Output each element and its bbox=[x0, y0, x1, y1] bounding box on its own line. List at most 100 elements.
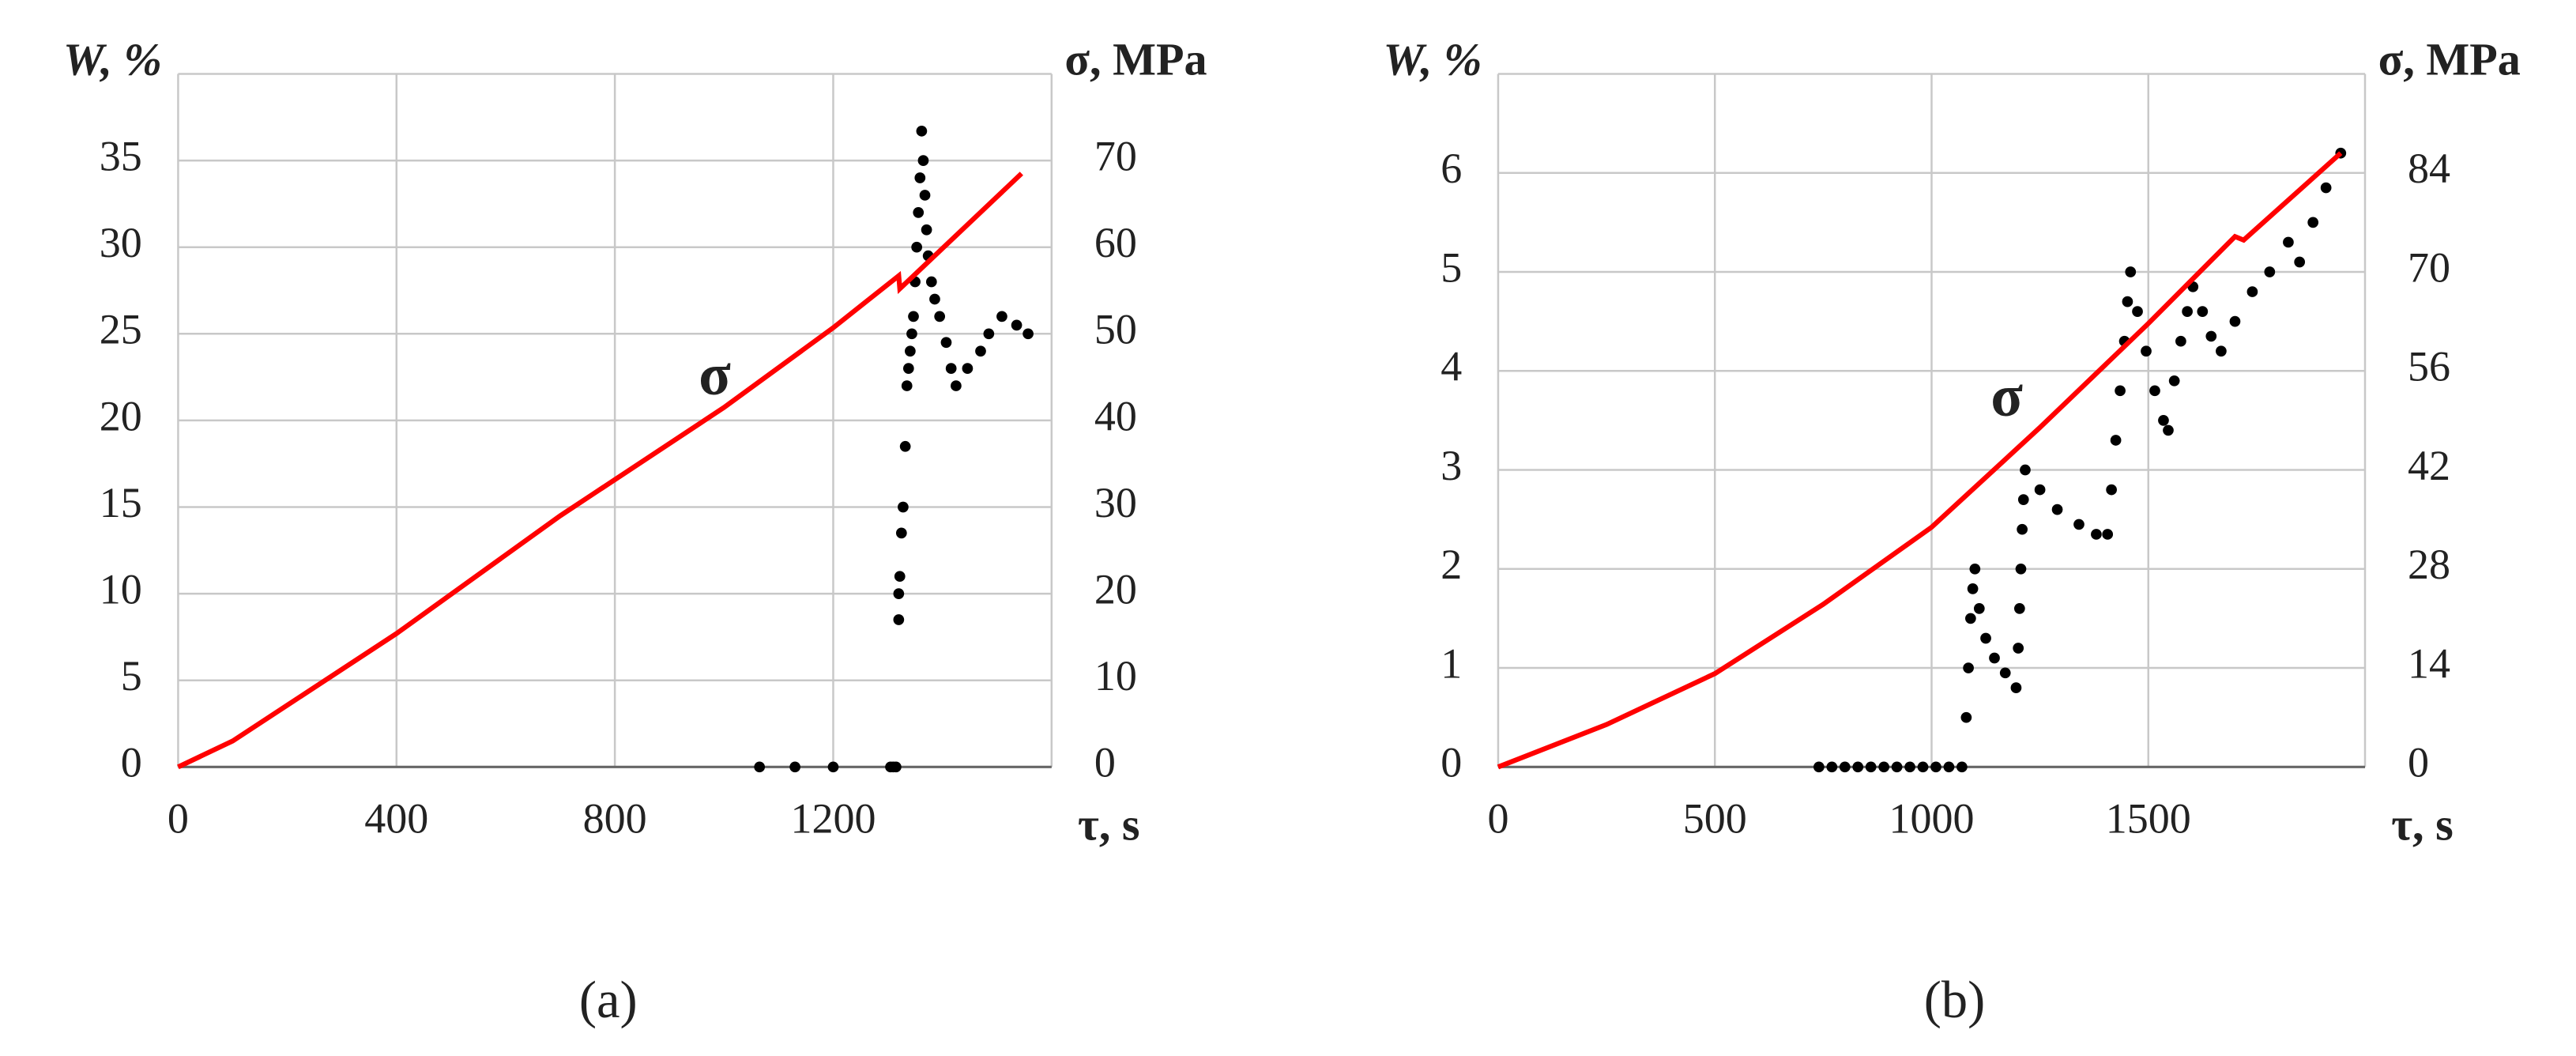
panel-label: (a) bbox=[579, 971, 638, 1029]
y-tick-label: 0 bbox=[1441, 739, 1462, 786]
data-point bbox=[908, 311, 919, 322]
data-point bbox=[2017, 523, 2028, 535]
x-tick-label: 400 bbox=[364, 794, 428, 842]
data-point bbox=[1839, 761, 1851, 773]
data-point bbox=[1980, 632, 1991, 644]
data-point bbox=[1813, 761, 1825, 773]
data-point bbox=[2307, 217, 2319, 228]
data-point bbox=[2122, 296, 2133, 307]
data-point bbox=[1973, 603, 1985, 614]
data-point bbox=[1930, 761, 1941, 773]
data-point bbox=[893, 588, 905, 599]
y-tick-label: 20 bbox=[100, 392, 142, 439]
data-point bbox=[2197, 306, 2209, 317]
data-point bbox=[827, 761, 839, 773]
data-point bbox=[2051, 503, 2063, 515]
data-point bbox=[2034, 484, 2046, 496]
data-point bbox=[921, 224, 932, 236]
annotation: σ bbox=[699, 342, 731, 408]
y-tick-label: 10 bbox=[100, 566, 142, 613]
data-point bbox=[2115, 385, 2126, 397]
y-tick-label: 15 bbox=[100, 479, 142, 526]
y-tick-label: 2 bbox=[1441, 541, 1462, 588]
data-point bbox=[2283, 236, 2294, 248]
line-series bbox=[1497, 151, 2343, 770]
data-point bbox=[2175, 335, 2186, 347]
annotation: σ bbox=[1990, 364, 2023, 429]
data-point bbox=[2110, 435, 2122, 446]
y-axis-title: W, % bbox=[63, 33, 162, 85]
data-point bbox=[1011, 319, 1022, 331]
line-series bbox=[177, 172, 1023, 770]
y2-tick-label: 0 bbox=[1094, 739, 1116, 786]
data-point bbox=[1917, 761, 1929, 773]
x-tick-label: 0 bbox=[1487, 794, 1508, 842]
data-point bbox=[1989, 652, 2000, 664]
panel-label: (b) bbox=[1924, 971, 1986, 1029]
y-tick-label: 1 bbox=[1441, 639, 1462, 687]
y-tick-label: 35 bbox=[100, 132, 142, 179]
y2-tick-label: 30 bbox=[1094, 479, 1137, 526]
data-point bbox=[1904, 761, 1915, 773]
data-point bbox=[913, 207, 925, 218]
data-point bbox=[2020, 464, 2031, 476]
data-point bbox=[2141, 345, 2152, 357]
y2-tick-label: 14 bbox=[2408, 639, 2450, 687]
y2-tick-label: 50 bbox=[1094, 306, 1137, 353]
x-tick-label: 0 bbox=[168, 794, 189, 842]
data-point bbox=[2182, 306, 2193, 317]
y2-axis-title: σ, MPa bbox=[2378, 33, 2521, 85]
y2-tick-label: 10 bbox=[1094, 652, 1137, 700]
y-axis-title: W, % bbox=[1384, 33, 1482, 85]
y2-tick-label: 40 bbox=[1094, 392, 1137, 439]
data-point bbox=[1967, 583, 1979, 594]
y2-tick-label: 42 bbox=[2408, 442, 2450, 489]
data-point bbox=[2264, 266, 2276, 277]
y-tick-label: 3 bbox=[1441, 442, 1462, 489]
y2-tick-label: 0 bbox=[2408, 739, 2429, 786]
data-point bbox=[2102, 529, 2114, 540]
x-axis-title: τ, s bbox=[2391, 799, 2454, 850]
data-point bbox=[899, 440, 911, 452]
data-point bbox=[1865, 761, 1877, 773]
data-point bbox=[2017, 494, 2029, 505]
data-point bbox=[893, 614, 905, 625]
data-point bbox=[2246, 286, 2258, 297]
data-point bbox=[2132, 306, 2143, 317]
data-point bbox=[1943, 761, 1955, 773]
data-point bbox=[940, 337, 952, 349]
data-point bbox=[1999, 667, 2011, 679]
data-point bbox=[2149, 385, 2160, 397]
data-point bbox=[2010, 682, 2022, 693]
y2-tick-label: 28 bbox=[2408, 541, 2450, 588]
data-point bbox=[996, 311, 1007, 322]
data-point bbox=[2015, 563, 2027, 575]
y-tick-label: 0 bbox=[121, 739, 142, 786]
data-point bbox=[754, 761, 766, 773]
data-point bbox=[2013, 603, 2025, 614]
data-point bbox=[2320, 182, 2332, 194]
data-point bbox=[975, 345, 986, 357]
y-tick-label: 25 bbox=[100, 306, 142, 353]
data-point bbox=[983, 328, 995, 340]
data-point bbox=[901, 380, 913, 391]
x-axis-title: τ, s bbox=[1078, 799, 1140, 850]
data-point bbox=[2168, 375, 2180, 387]
y2-tick-label: 84 bbox=[2408, 145, 2450, 192]
data-point bbox=[1964, 613, 1976, 624]
y-tick-label: 30 bbox=[100, 219, 142, 266]
y2-tick-label: 20 bbox=[1094, 566, 1137, 613]
data-point bbox=[917, 155, 929, 166]
data-point bbox=[914, 172, 926, 183]
y-tick-label: 5 bbox=[1441, 243, 1462, 291]
data-point bbox=[1852, 761, 1864, 773]
data-point bbox=[1960, 711, 1972, 723]
data-point bbox=[1878, 761, 1890, 773]
y2-tick-label: 70 bbox=[1094, 132, 1137, 179]
y2-tick-label: 56 bbox=[2408, 343, 2450, 390]
y2-tick-label: 60 bbox=[1094, 219, 1137, 266]
data-point bbox=[911, 241, 923, 253]
data-point bbox=[898, 501, 909, 513]
